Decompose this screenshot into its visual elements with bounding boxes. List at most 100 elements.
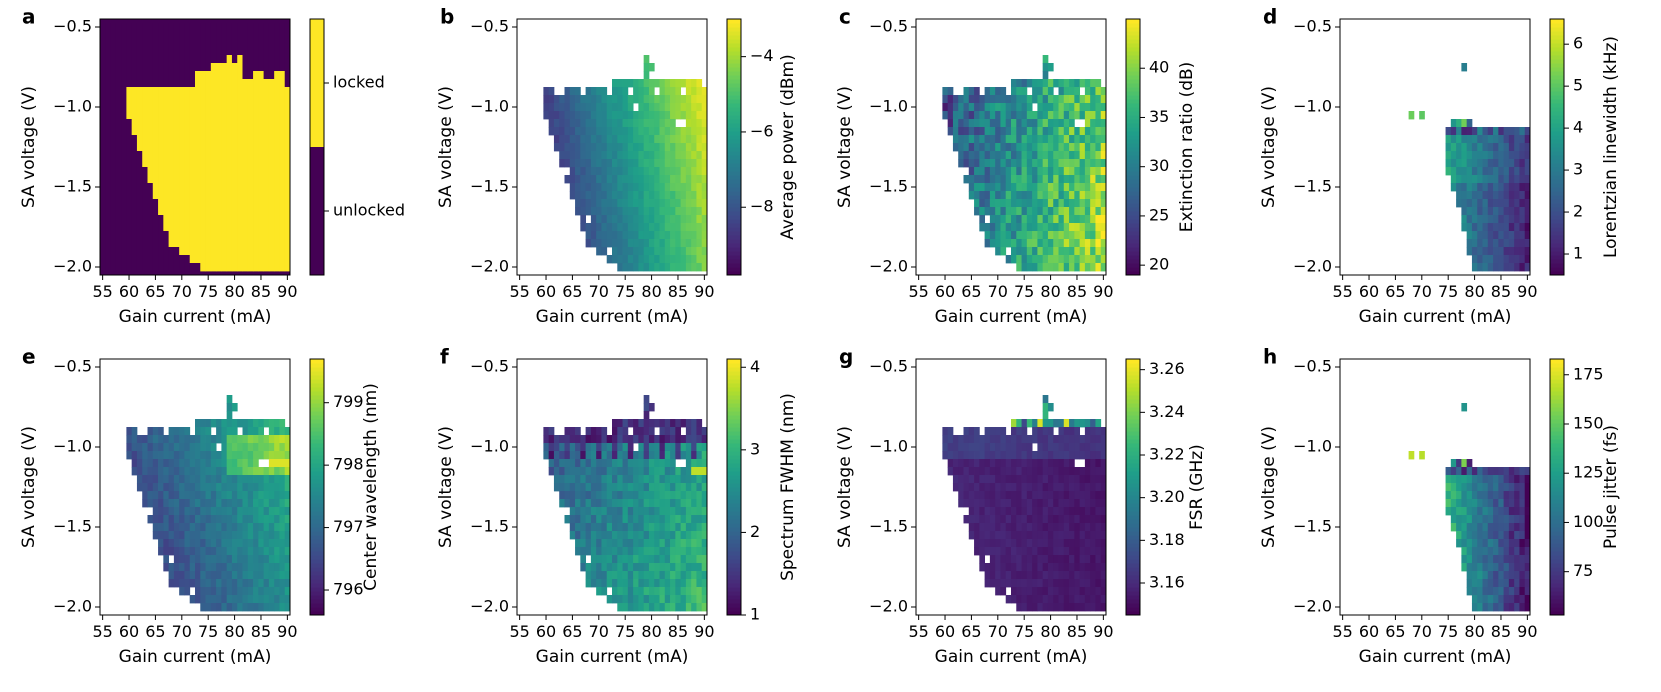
- heatmap-cell: [189, 547, 196, 556]
- heatmap-cell: [974, 427, 980, 436]
- heatmap-cell: [216, 515, 222, 524]
- heatmap-cell: [569, 499, 576, 508]
- heatmap-cell: [216, 231, 222, 240]
- heatmap-cell: [1005, 571, 1012, 580]
- heatmap-cell: [263, 183, 270, 192]
- heatmap-cell: [1445, 143, 1452, 152]
- heatmap-cell: [968, 191, 975, 200]
- heatmap-cell: [247, 31, 254, 40]
- colorbar-segment: [727, 499, 741, 504]
- heatmap-cell: [173, 191, 180, 200]
- heatmap-cell: [173, 183, 180, 192]
- heatmap-cell: [622, 435, 629, 444]
- heatmap-cell: [258, 539, 265, 548]
- heatmap-cell: [638, 483, 645, 492]
- heatmap-cell: [1053, 191, 1059, 200]
- heatmap-cell: [564, 427, 571, 436]
- heatmap-cell: [231, 47, 238, 56]
- heatmap-cell: [1063, 119, 1070, 128]
- heatmap-cell: [670, 459, 676, 468]
- heatmap-cell: [1514, 159, 1520, 168]
- heatmap-cell: [979, 183, 986, 192]
- heatmap-cell: [279, 31, 286, 40]
- heatmap-cell: [1016, 507, 1022, 516]
- heatmap-cell: [226, 231, 233, 240]
- heatmap-cell: [1011, 239, 1017, 248]
- heatmap-cell: [1016, 515, 1022, 524]
- heatmap-cell: [242, 207, 249, 216]
- heatmap-cell: [1037, 151, 1044, 160]
- heatmap-cell: [279, 263, 286, 272]
- heatmap-cell: [601, 95, 608, 104]
- x-tick-label: 90: [694, 282, 714, 301]
- heatmap-cell: [1053, 111, 1059, 120]
- heatmap-cell: [247, 595, 254, 604]
- heatmap-cell: [1037, 515, 1044, 524]
- colorbar-segment: [1550, 107, 1564, 112]
- heatmap-cell: [596, 547, 602, 556]
- heatmap-cell: [158, 183, 164, 192]
- heatmap-cell: [131, 255, 138, 264]
- heatmap-cell: [1037, 571, 1044, 580]
- heatmap-cell: [268, 31, 275, 40]
- heatmap-cell: [1011, 95, 1017, 104]
- heatmap-cell: [1005, 523, 1012, 532]
- heatmap-cell: [200, 215, 206, 224]
- heatmap-cell: [1514, 143, 1520, 152]
- heatmap-cell: [147, 451, 154, 460]
- heatmap-cell: [989, 127, 996, 136]
- heatmap-cell: [633, 459, 639, 468]
- heatmap-cell: [274, 231, 280, 240]
- heatmap-cell: [152, 483, 159, 492]
- heatmap-cell: [1005, 499, 1012, 508]
- heatmap-cell: [179, 523, 185, 532]
- x-tick-label: 55: [908, 282, 928, 301]
- heatmap-cell: [685, 475, 692, 484]
- heatmap-cell: [627, 419, 634, 428]
- heatmap-cell: [1084, 127, 1091, 136]
- heatmap-cell: [984, 199, 991, 208]
- heatmap-cell: [648, 467, 655, 476]
- heatmap-cell: [1487, 183, 1494, 192]
- heatmap-cell: [627, 79, 634, 88]
- heatmap-cell: [173, 523, 180, 532]
- heatmap-cell: [284, 595, 291, 604]
- heatmap-cell: [1095, 507, 1102, 516]
- heatmap-cell: [659, 539, 666, 548]
- heatmap-cell: [152, 531, 159, 540]
- heatmap-cell: [627, 207, 634, 216]
- heatmap-cell: [216, 223, 222, 232]
- heatmap-cell: [548, 435, 555, 444]
- heatmap-cell: [284, 587, 291, 596]
- heatmap-cell: [680, 223, 687, 232]
- heatmap-cell: [1016, 555, 1022, 564]
- heatmap-cell: [184, 167, 191, 176]
- heatmap-cell: [1084, 199, 1091, 208]
- heatmap-cell: [205, 47, 212, 56]
- heatmap-cell: [258, 451, 265, 460]
- heatmap-cell: [617, 215, 623, 224]
- heatmap-cell: [675, 523, 682, 532]
- heatmap-cell: [675, 427, 682, 436]
- heatmap-cell: [221, 103, 228, 112]
- heatmap-cell: [601, 451, 608, 460]
- heatmap-cell: [1090, 483, 1096, 492]
- heatmap-cell: [1016, 79, 1022, 88]
- heatmap-cell: [1482, 127, 1489, 136]
- heatmap-cell: [1100, 199, 1107, 208]
- heatmap-cell: [659, 563, 666, 572]
- heatmap-cell: [548, 427, 555, 436]
- heatmap-cell: [974, 199, 980, 208]
- heatmap-cell: [638, 419, 645, 428]
- heatmap-cell: [601, 127, 608, 136]
- heatmap-cell: [569, 435, 576, 444]
- heatmap-cell: [142, 443, 148, 452]
- heatmap-cell: [179, 39, 185, 48]
- heatmap-cell: [200, 435, 206, 444]
- heatmap-cell: [1037, 451, 1044, 460]
- heatmap-cell: [1095, 239, 1102, 248]
- heatmap-cell: [1069, 239, 1075, 248]
- heatmap-cell: [691, 563, 697, 572]
- heatmap-cell: [1000, 515, 1007, 524]
- colorbar-segment: [727, 423, 741, 428]
